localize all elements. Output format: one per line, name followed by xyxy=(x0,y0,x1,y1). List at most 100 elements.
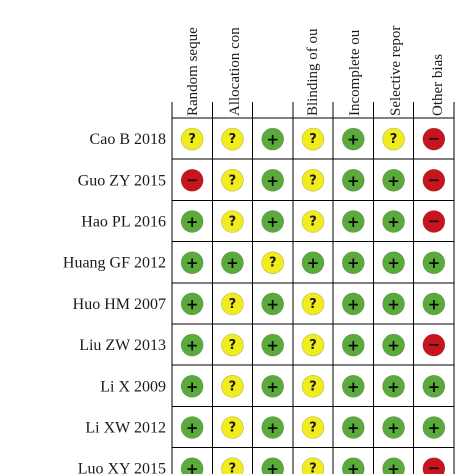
judgement-low-mark: + xyxy=(221,251,244,275)
low-symbol: + xyxy=(387,295,400,313)
judgement-unclear-mark: ? xyxy=(221,169,244,192)
judgement-low-mark: + xyxy=(261,416,285,439)
unclear-circle xyxy=(221,333,244,357)
low-symbol: + xyxy=(347,460,360,474)
high-symbol: − xyxy=(428,130,441,148)
study-label: Li X 2009 xyxy=(100,378,166,395)
low-circle xyxy=(382,374,405,398)
low-circle xyxy=(261,457,285,474)
judgement-low-mark: + xyxy=(341,169,365,192)
unclear-symbol: ? xyxy=(309,132,317,147)
judgement-low-mark: + xyxy=(180,210,204,233)
low-symbol: + xyxy=(266,131,279,149)
low-symbol: + xyxy=(266,460,279,474)
high-symbol: − xyxy=(428,336,441,354)
judgement-unclear-mark: ? xyxy=(301,416,325,439)
judgement-low-mark: + xyxy=(261,333,285,357)
high-circle xyxy=(422,169,446,192)
low-circle xyxy=(301,251,325,275)
judgement-high-mark: − xyxy=(422,210,446,233)
low-circle xyxy=(382,210,405,233)
low-symbol: + xyxy=(347,419,360,437)
low-circle xyxy=(261,169,285,192)
unclear-circle xyxy=(301,210,325,233)
judgement-unclear-mark: ? xyxy=(382,127,405,151)
study-label: Huang GF 2012 xyxy=(63,255,166,272)
judgement-low-mark: + xyxy=(382,333,405,357)
unclear-symbol: ? xyxy=(229,132,237,147)
low-circle xyxy=(382,251,405,275)
judgement-unclear-mark: ? xyxy=(301,457,325,474)
judgement-low-mark: + xyxy=(180,333,204,357)
high-symbol: − xyxy=(428,212,441,230)
low-symbol: + xyxy=(266,295,279,313)
low-symbol: + xyxy=(387,337,400,355)
low-symbol: + xyxy=(347,172,360,190)
unclear-circle xyxy=(221,416,244,439)
unclear-symbol: ? xyxy=(229,462,237,474)
judgement-low-mark: + xyxy=(341,127,365,151)
low-circle xyxy=(382,333,405,357)
low-symbol: + xyxy=(347,213,360,231)
judgement-low-mark: + xyxy=(422,374,446,398)
unclear-circle xyxy=(301,457,325,474)
low-circle xyxy=(180,416,204,439)
judgement-unclear-mark: ? xyxy=(221,333,244,357)
column-headers: Random seque Allocation con Blinding of ou… xyxy=(185,26,446,116)
unclear-symbol: ? xyxy=(309,379,317,394)
table-grid xyxy=(171,102,455,474)
high-circle xyxy=(422,127,446,151)
study-label: Hao PL 2016 xyxy=(81,214,166,231)
low-circle xyxy=(382,457,405,474)
judgement-low-mark: + xyxy=(341,333,365,357)
low-symbol: + xyxy=(387,254,400,272)
column-header: Allocation con xyxy=(227,27,243,116)
low-symbol: + xyxy=(186,213,199,231)
unclear-circle xyxy=(301,127,325,151)
unclear-symbol: ? xyxy=(309,297,317,312)
low-circle xyxy=(261,333,285,357)
unclear-circle xyxy=(221,292,244,316)
judgement-low-mark: + xyxy=(261,210,285,233)
unclear-symbol: ? xyxy=(309,462,317,474)
judgement-low-mark: + xyxy=(341,374,365,398)
judgement-low-mark: + xyxy=(301,251,325,275)
judgement-low-mark: + xyxy=(261,457,285,474)
low-circle xyxy=(341,457,365,474)
unclear-symbol: ? xyxy=(309,421,317,436)
study-label: Liu ZW 2013 xyxy=(79,337,166,354)
judgement-low-mark: + xyxy=(261,374,285,398)
judgement-low-mark: + xyxy=(382,457,405,474)
study-label: Luo XY 2015 xyxy=(78,461,166,474)
judgement-unclear-mark: ? xyxy=(301,127,325,151)
low-symbol: + xyxy=(347,378,360,396)
high-symbol: − xyxy=(186,171,199,189)
unclear-symbol: ? xyxy=(229,338,237,353)
low-symbol: + xyxy=(347,131,360,149)
judgement-high-mark: − xyxy=(422,457,446,474)
judgement-low-mark: + xyxy=(382,374,405,398)
low-circle xyxy=(180,374,204,398)
judgement-low-mark: + xyxy=(382,210,405,233)
low-circle xyxy=(422,374,446,398)
judgement-low-mark: + xyxy=(261,292,285,316)
low-symbol: + xyxy=(266,378,279,396)
unclear-symbol: ? xyxy=(309,215,317,230)
unclear-symbol: ? xyxy=(229,421,237,436)
low-circle xyxy=(180,210,204,233)
column-header: Selective repor xyxy=(388,26,404,116)
low-circle xyxy=(341,169,365,192)
low-symbol: + xyxy=(186,295,199,313)
low-circle xyxy=(261,292,285,316)
unclear-circle xyxy=(301,169,325,192)
judgement-low-mark: + xyxy=(180,292,204,316)
judgement-low-mark: + xyxy=(261,169,285,192)
judgement-unclear-mark: ? xyxy=(261,251,285,275)
low-circle xyxy=(341,416,365,439)
judgement-low-mark: + xyxy=(382,169,405,192)
judgement-marks: ?? +? +? − −? +? + + − +? +? + + − + +? + + + + +? +? + + + +? +? +… xyxy=(180,127,446,474)
low-circle xyxy=(180,292,204,316)
low-symbol: + xyxy=(347,295,360,313)
judgement-high-mark: − xyxy=(422,333,446,357)
